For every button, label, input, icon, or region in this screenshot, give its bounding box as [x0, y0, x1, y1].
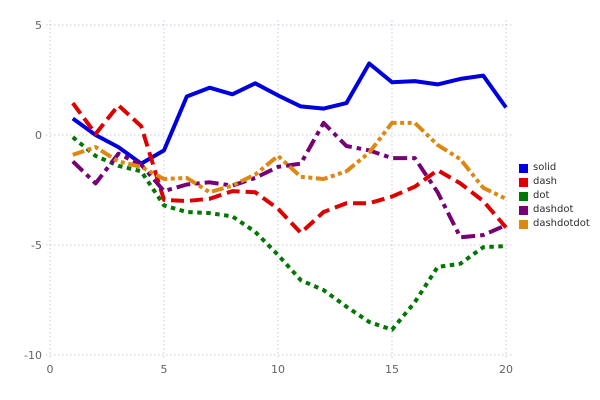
y-tick-label-5: 5: [35, 19, 42, 32]
x-tick-label-0: 0: [47, 363, 54, 376]
legend-swatch-dash: [519, 177, 528, 187]
x-tick-label-15: 15: [385, 363, 399, 376]
y-tick-label-0: 0: [35, 129, 42, 142]
legend-swatch-dot: [519, 191, 528, 201]
legend-item-dashdot: dashdot: [519, 205, 590, 215]
legend-item-solid: solid: [519, 163, 590, 173]
legend: solid dash dot dashdot dashdotdot: [519, 163, 590, 229]
legend-label-dot: dot: [533, 190, 550, 201]
legend-swatch-dashdotdot: [519, 219, 528, 229]
series-line-solid: [71, 61, 508, 166]
legend-item-dash: dash: [519, 177, 590, 187]
legend-item-dot: dot: [519, 191, 590, 201]
legend-label-dash: dash: [533, 176, 558, 187]
y-tick-label--10: -10: [24, 349, 42, 362]
legend-swatch-dashdot: [519, 205, 528, 215]
x-tick-label-20: 20: [499, 363, 513, 376]
legend-label-solid: solid: [533, 162, 557, 173]
y-tick-label--5: -5: [31, 239, 42, 252]
legend-item-dashdotdot: dashdotdot: [519, 219, 590, 229]
legend-label-dashdot: dashdot: [533, 204, 574, 215]
legend-label-dashdotdot: dashdotdot: [533, 218, 590, 229]
series-line-dot: [71, 135, 507, 332]
series-line-dash: [71, 101, 508, 235]
series-line-dashdotdot: [72, 120, 507, 201]
x-tick-label-5: 5: [161, 363, 168, 376]
legend-swatch-solid: [519, 163, 528, 173]
x-tick-label-10: 10: [271, 363, 285, 376]
series-line-dashdot: [71, 120, 507, 240]
